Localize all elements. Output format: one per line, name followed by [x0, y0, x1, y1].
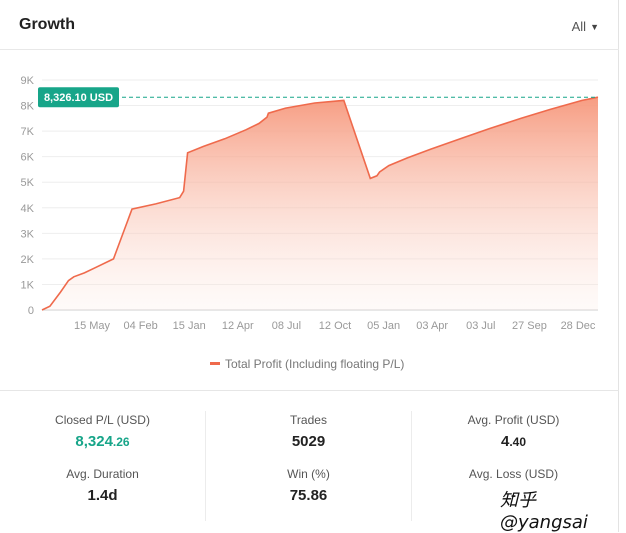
y-tick-label: 5K [21, 177, 35, 189]
stat-value: 8,324.26 [0, 433, 205, 450]
stat-avg-duration: Avg. Duration 1.4d [0, 467, 205, 519]
period-filter-dropdown[interactable]: All ▼ [572, 19, 599, 34]
stats-column-right: Avg. Profit (USD) 4.40 Avg. Loss (USD) - [411, 411, 616, 521]
stat-avg-profit: Avg. Profit (USD) 4.40 [411, 413, 616, 465]
stat-value-main: 4 [500, 433, 510, 450]
stats-column-left: Closed P/L (USD) 8,324.26 Avg. Duration … [0, 411, 205, 521]
stat-closed-pl: Closed P/L (USD) 8,324.26 [0, 413, 205, 465]
stat-value: 5029 [291, 433, 326, 450]
legend-item[interactable]: Total Profit (Including floating P/L) [210, 357, 404, 371]
series-line [41, 96, 599, 311]
stat-label: Avg. Duration [66, 467, 139, 481]
stat-value-cents: .40 [509, 435, 527, 449]
stat-trades: Trades 5029 [206, 413, 411, 465]
y-tick-label: 3K [21, 228, 35, 240]
current-value-badge [38, 87, 119, 108]
current-value-label: 8,326.10 USD [44, 92, 113, 104]
x-tick-label: 12 Apr [222, 320, 254, 332]
x-tick-label: 05 Jan [367, 320, 400, 332]
stat-value-main: 8,324 [75, 433, 113, 450]
stat-label: Closed P/L (USD) [55, 413, 150, 427]
y-tick-label: 8K [21, 101, 35, 113]
stat-avg-loss: Avg. Loss (USD) - [411, 467, 616, 519]
watermark-text: 知乎 @yangsai [500, 490, 588, 533]
stat-label: Avg. Loss (USD) [468, 467, 559, 481]
caret-down-icon: ▼ [590, 21, 599, 32]
period-filter-label: All [571, 19, 587, 34]
y-tick-label: 6K [21, 152, 35, 164]
x-tick-label: 04 Feb [123, 320, 157, 332]
legend-swatch [210, 362, 220, 365]
x-tick-label: 15 May [74, 320, 111, 332]
stat-value: 1.4d [87, 487, 118, 504]
stat-label: Trades [290, 413, 327, 427]
x-tick-label: 03 Jul [466, 320, 495, 332]
stat-value: 75.86 [289, 487, 328, 504]
stats-divider [0, 390, 619, 391]
legend-label: Total Profit (Including floating P/L) [225, 357, 404, 371]
x-tick-label: 27 Sep [512, 320, 547, 332]
card-title: Growth [19, 16, 75, 33]
stat-value-cents: .26 [112, 435, 130, 449]
stat-win: Win (%) 75.86 [206, 467, 411, 519]
stats-column-middle: Trades 5029 Win (%) 75.86 [205, 411, 412, 521]
y-tick-label: 4K [21, 203, 35, 215]
x-tick-label: 08 Jul [272, 320, 301, 332]
x-tick-label: 03 Apr [416, 320, 448, 332]
y-tick-label: 1K [21, 279, 35, 291]
card-header: Growth All ▼ [0, 0, 619, 50]
y-tick-label: 7K [21, 126, 35, 138]
stat-label: Win (%) [287, 467, 330, 481]
stat-value: 4.40 [411, 433, 616, 450]
stat-label: Avg. Profit (USD) [467, 413, 560, 427]
y-tick-label: 9K [21, 75, 35, 87]
series-area [42, 97, 598, 310]
growth-chart: 0 1K 2K 3K 4K 5K 6K 7K 8K 9K 15 May 04 Feb 15 Jan 12 … [21, 75, 599, 371]
stat-value: - [511, 487, 516, 504]
stats-panel: Closed P/L (USD) 8,324.26 Avg. Duration … [0, 391, 619, 532]
x-tick-label: 12 Oct [319, 320, 351, 332]
y-tick-label: 0 [28, 305, 34, 317]
x-tick-label: 28 Dec [561, 320, 596, 332]
y-tick-label: 2K [21, 254, 35, 266]
x-tick-label: 15 Jan [173, 320, 206, 332]
